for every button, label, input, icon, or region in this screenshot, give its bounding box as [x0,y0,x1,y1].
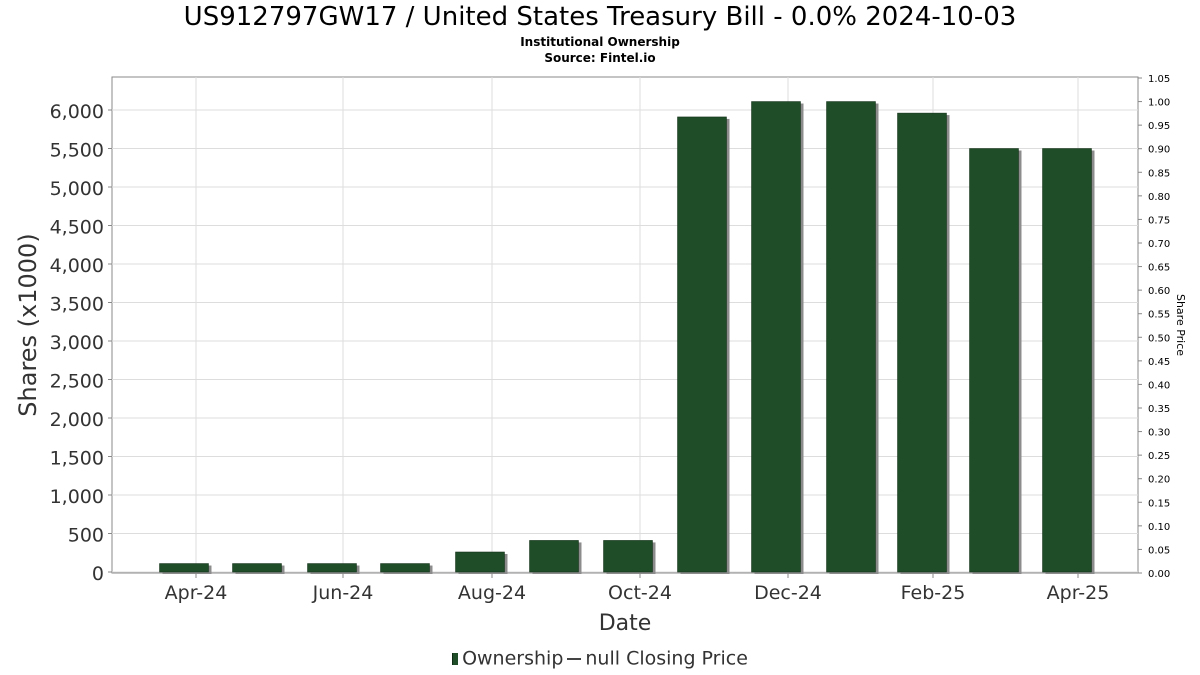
bar [232,563,282,573]
y-tick-label: 0 [92,563,104,585]
y2-axis: 0.00 0.05 0.10 0.15 0.20 0.25 0.30 0.35 0.40 0.45… [1138,74,1170,580]
x-tick-label: Jun-24 [312,582,374,604]
y2-tick-label: 0.65 [1148,263,1170,274]
bar [969,148,1019,573]
y-tick-label: 2,500 [50,371,104,393]
legend-closing-price: null Closing Price [585,647,748,670]
y-tick-label: 3,000 [50,332,104,354]
y-tick-label: 1,000 [50,486,104,508]
y2-tick-label: 0.20 [1148,475,1170,486]
x-axis-label: Date [599,611,652,636]
bar [380,563,430,573]
y2-tick-label: 0.45 [1148,357,1170,368]
y2-tick-label: 0.35 [1148,404,1170,415]
legend: Ownership null Closing Price [0,647,1200,670]
y2-axis-label: Share Price [1174,294,1187,356]
chart-source: Source: Fintel.io [544,51,656,65]
bar [897,112,947,573]
y2-tick-label: 0.40 [1148,380,1170,391]
y-tick-label: 2,000 [50,409,104,431]
bar [455,551,505,573]
ownership-swatch-icon [452,652,459,665]
y2-tick-label: 0.15 [1148,498,1170,509]
bars [159,101,1095,575]
x-tick-label: Oct-24 [608,582,672,604]
y-tick-label: 5,000 [50,178,104,200]
bar [1042,148,1092,573]
bar [159,563,209,573]
y-axis: 0 500 1,000 1,500 2,000 2,500 3,000 3,500 4,000 4… [50,101,112,585]
y-tick-label: 3,500 [50,294,104,316]
y2-tick-label: 1.05 [1148,74,1170,85]
y2-tick-label: 0.25 [1148,451,1170,462]
bar [826,101,876,573]
y2-tick-label: 0.70 [1148,239,1170,250]
y-tick-label: 6,000 [50,101,104,123]
bar [677,116,727,573]
y2-tick-label: 0.30 [1148,428,1170,439]
y2-tick-label: 1.00 [1148,98,1170,109]
closing-price-line-icon [567,657,582,660]
bar [307,563,357,573]
x-tick-label: Apr-25 [1047,582,1110,604]
y2-tick-label: 0.90 [1148,145,1170,156]
y2-tick-label: 0.55 [1148,310,1170,321]
legend-ownership: Ownership [462,647,564,670]
y2-tick-label: 0.95 [1148,121,1170,132]
y-tick-label: 4,000 [50,255,104,277]
chart-subtitle: Institutional Ownership [520,35,680,49]
x-tick-label: Aug-24 [458,582,526,604]
x-tick-label: Dec-24 [754,582,822,604]
y2-tick-label: 0.85 [1148,168,1170,179]
bar [603,540,653,573]
x-tick-label: Apr-24 [165,582,228,604]
bar [529,540,579,573]
bar [751,101,801,573]
chart-title: US912797GW17 / United States Treasury Bi… [183,2,1017,32]
y-tick-label: 500 [68,525,104,547]
y2-tick-label: 0.80 [1148,192,1170,203]
y-axis-label: Shares (x1000) [14,233,42,416]
y2-tick-label: 0.05 [1148,545,1170,556]
y2-tick-label: 0.10 [1148,522,1170,533]
y2-tick-label: 0.00 [1148,569,1170,580]
y2-tick-label: 0.75 [1148,215,1170,226]
y-tick-label: 1,500 [50,448,104,470]
plot-frame [111,76,1139,574]
y2-tick-label: 0.60 [1148,286,1170,297]
y-tick-label: 4,500 [50,217,104,239]
y2-tick-label: 0.50 [1148,333,1170,344]
x-tick-label: Feb-25 [901,582,966,604]
y-tick-label: 5,500 [50,140,104,162]
x-axis: Apr-24 Jun-24 Aug-24 Oct-24 Dec-24 Feb-25 Apr-… [165,573,1110,604]
